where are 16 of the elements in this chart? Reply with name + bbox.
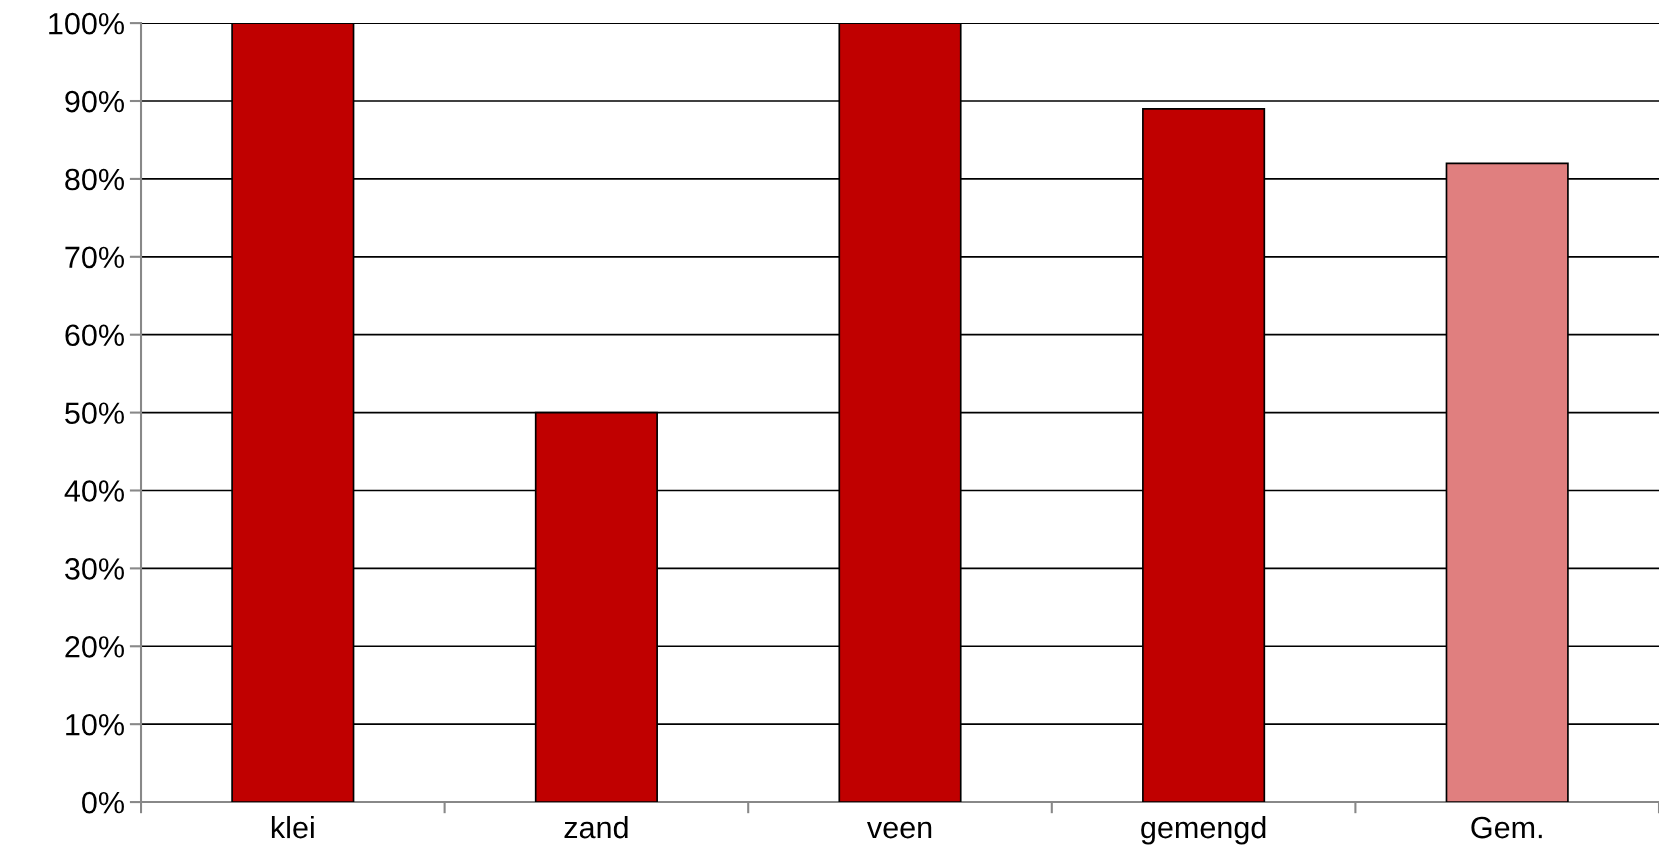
y-tick-label: 10% bbox=[66, 713, 124, 736]
y-tick-label: 0% bbox=[82, 791, 124, 814]
y-tick-label: 20% bbox=[65, 636, 124, 658]
y-tick-label: 100% bbox=[49, 12, 124, 35]
y-tick-label: 40% bbox=[64, 480, 124, 502]
y-tick-label: 70% bbox=[65, 246, 124, 269]
x-tick-label: klei bbox=[271, 815, 314, 839]
x-tick-label: Gem. bbox=[1471, 816, 1542, 839]
y-tick-label: 60% bbox=[65, 324, 124, 347]
x-tick-label: zand bbox=[564, 815, 628, 839]
y-tick-label: 30% bbox=[65, 558, 124, 580]
y-tick-label: 90% bbox=[65, 90, 124, 113]
y-tick-label: 80% bbox=[65, 168, 124, 191]
x-tick-label: veen bbox=[866, 821, 932, 839]
y-tick-label: 50% bbox=[65, 402, 124, 424]
x-tick-label: gemengd bbox=[1141, 815, 1266, 845]
